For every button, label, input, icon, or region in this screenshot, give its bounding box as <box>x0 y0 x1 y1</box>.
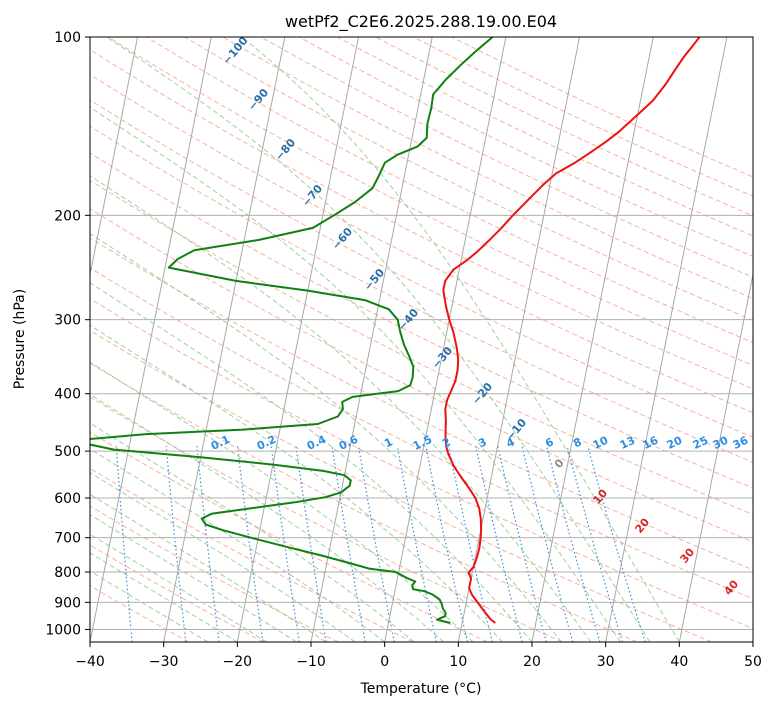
y-tick-label: 700 <box>54 531 81 547</box>
moist-adiabat-line <box>241 37 680 642</box>
mixing-ratio-line <box>475 445 523 642</box>
mixing-ratio-line <box>196 445 220 642</box>
x-tick-label: −10 <box>296 654 326 670</box>
mixing-ratio-label: 25 <box>691 434 710 452</box>
y-tick-label: 800 <box>54 565 81 581</box>
mixing-ratio-label: 16 <box>641 434 661 452</box>
dry-adiabat-line <box>222 37 753 300</box>
y-tick-label: 500 <box>54 444 81 460</box>
x-tick-label: 20 <box>523 654 541 670</box>
moist-adiabats <box>90 37 680 642</box>
moist-adiabat-line <box>90 533 268 642</box>
isotherm-line <box>605 37 728 642</box>
mixing-ratio-line <box>270 445 300 642</box>
x-tick-label: −30 <box>149 654 179 670</box>
mixing-ratio-line <box>236 445 264 642</box>
y-tick-label: 200 <box>54 208 81 224</box>
dry-adiabats <box>90 37 753 642</box>
mixing-ratio-line <box>497 445 547 642</box>
moist-adiabat-line <box>90 570 209 642</box>
mixing-ratio-line <box>447 445 493 642</box>
moist-adiabat-line <box>90 493 326 642</box>
x-tick-label: 10 <box>449 654 467 670</box>
mixing-ratio-label: 10 <box>591 434 611 452</box>
x-tick-label: 40 <box>670 654 688 670</box>
dry-adiabat-line <box>108 37 753 366</box>
y-tick-label: 300 <box>54 313 81 329</box>
chart-title: wetPf2_C2E6.2025.288.19.00.E04 <box>285 12 557 32</box>
isotherm-line <box>457 37 581 642</box>
y-tick-label: 600 <box>54 491 81 507</box>
isotherm-grid <box>90 37 753 642</box>
x-axis-ticks: −40 −30 −20 −10 0 10 20 30 40 50 <box>75 642 762 670</box>
dry-adiabat-line <box>90 544 264 642</box>
x-tick-label: 50 <box>744 654 762 670</box>
isotherm-line <box>310 37 433 642</box>
dry-adiabat-line <box>90 362 638 642</box>
mixing-ratio-line <box>425 445 469 642</box>
y-tick-label: 100 <box>54 30 81 46</box>
plot-frame <box>89 36 754 643</box>
mixing-ratio-line <box>396 445 437 642</box>
isotherm-line <box>163 37 286 642</box>
dry-adiabat-line <box>90 125 753 463</box>
moist-adiabat-line <box>90 422 415 642</box>
mixing-ratio-line <box>546 445 601 642</box>
dry-adiabat-line <box>90 505 339 642</box>
moist-adiabat-line <box>90 106 621 642</box>
dry-adiabat-line <box>90 396 563 642</box>
mixing-ratio-label: 13 <box>618 434 637 452</box>
x-tick-label: −40 <box>75 654 105 670</box>
isotherm-line <box>90 37 212 642</box>
dry-adiabat-line <box>90 179 753 516</box>
dry-adiabat-line <box>146 37 753 344</box>
x-tick-label: −20 <box>223 654 253 670</box>
dewpoint-profile <box>90 37 494 624</box>
dry-adiabat-line <box>90 237 753 571</box>
profile-series <box>90 37 701 624</box>
moist-adiabat-line <box>90 282 533 642</box>
y-tick-label: 400 <box>54 387 81 403</box>
dry-adiabat-line <box>90 329 712 642</box>
moist-adiabat-line <box>90 233 562 642</box>
x-tick-label: 0 <box>380 654 389 670</box>
mixing-ratio-line <box>566 445 623 642</box>
moist-adiabat-line <box>90 552 238 642</box>
y-tick-label: 1000 <box>45 622 81 638</box>
moist-adiabat-line <box>90 175 592 642</box>
mixing-ratio-label: 36 <box>731 434 751 452</box>
y-tick-label: 900 <box>54 595 81 611</box>
mixing-ratio-line <box>165 445 187 642</box>
dry-adiabat-line <box>90 152 753 489</box>
x-axis-title: Temperature (°C) <box>360 681 482 697</box>
y-axis-title: Pressure (hPa) <box>12 289 28 389</box>
temperature-profile <box>442 37 701 624</box>
dry-adiabat-line <box>184 37 753 321</box>
mixing-ratio-line <box>331 445 366 642</box>
isotherm-line <box>384 37 507 642</box>
dry-adiabat-line <box>90 267 753 600</box>
isobar-grid <box>90 37 753 630</box>
mixing-ratio-label: 30 <box>711 434 731 452</box>
moist-adiabat-line <box>90 393 444 642</box>
mixing-ratio-line <box>115 445 133 642</box>
isotherm-line <box>236 37 360 642</box>
moist-adiabat-line <box>90 361 474 642</box>
dry-adiabat-line <box>90 431 488 642</box>
isotherm-line <box>90 37 139 277</box>
x-tick-label: 30 <box>597 654 615 670</box>
moist-adiabat-line <box>106 37 651 642</box>
moist-adiabat-line <box>90 471 356 642</box>
mixing-ratio-line <box>521 445 574 642</box>
mixing-ratio-label: 20 <box>665 434 685 452</box>
y-axis-ticks: 1000 900 800 700 600 500 400 300 200 100 <box>45 30 90 638</box>
moist-adiabat-line <box>90 324 503 642</box>
isotherm-line <box>678 271 753 642</box>
isotherm-line <box>531 37 654 642</box>
mixing-ratio-line <box>295 445 327 642</box>
mixing-ratio-line <box>587 445 646 642</box>
